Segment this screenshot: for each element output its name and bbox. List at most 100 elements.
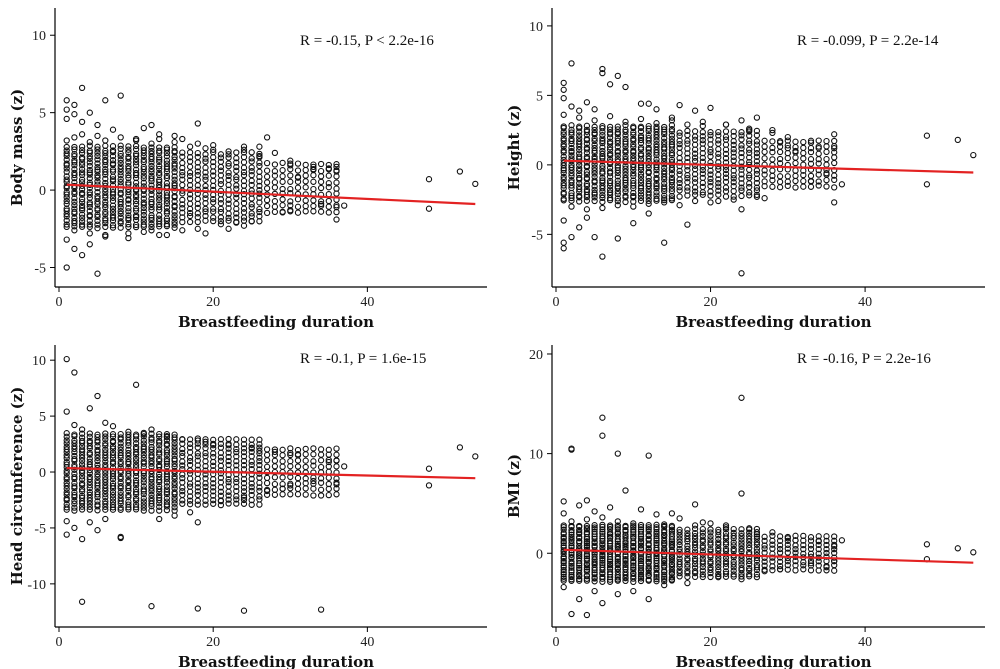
data-point bbox=[715, 163, 722, 170]
x-axis: 0 20 40 bbox=[552, 286, 985, 310]
data-point bbox=[560, 179, 567, 187]
data-point bbox=[117, 153, 124, 160]
data-point bbox=[156, 461, 163, 469]
data-point bbox=[630, 587, 637, 595]
data-point bbox=[71, 159, 78, 166]
data-point bbox=[94, 491, 101, 498]
data-point bbox=[63, 147, 70, 154]
data-point bbox=[210, 496, 217, 504]
data-point bbox=[240, 607, 248, 614]
data-point bbox=[210, 484, 217, 491]
data-point bbox=[109, 178, 117, 185]
y-axis-title: Height (z) bbox=[505, 105, 523, 191]
data-point bbox=[279, 178, 286, 185]
data-point bbox=[583, 144, 591, 151]
data-point bbox=[715, 180, 722, 187]
data-point bbox=[294, 463, 302, 470]
data-point bbox=[630, 220, 637, 227]
data-point bbox=[637, 577, 645, 585]
data-point bbox=[800, 171, 807, 179]
data-point bbox=[140, 199, 147, 206]
data-point bbox=[171, 434, 178, 441]
data-point bbox=[117, 156, 124, 163]
data-point bbox=[217, 158, 225, 165]
data-point bbox=[156, 147, 163, 154]
data-point bbox=[109, 445, 117, 452]
data-point bbox=[86, 159, 93, 166]
data-point bbox=[568, 540, 575, 547]
data-point bbox=[645, 122, 652, 130]
data-point bbox=[691, 541, 699, 549]
data-point bbox=[568, 551, 575, 558]
data-point bbox=[691, 179, 699, 186]
data-point bbox=[117, 434, 124, 441]
data-point bbox=[614, 558, 621, 565]
data-point bbox=[294, 457, 302, 464]
data-point bbox=[163, 456, 171, 463]
data-point bbox=[63, 518, 70, 525]
data-point bbox=[171, 452, 178, 459]
data-point bbox=[715, 183, 722, 190]
data-point bbox=[287, 491, 294, 498]
data-point bbox=[279, 485, 286, 492]
data-point bbox=[645, 452, 652, 459]
data-point bbox=[676, 538, 683, 545]
data-point bbox=[784, 535, 791, 542]
fit-line-group bbox=[66, 467, 476, 480]
data-point bbox=[599, 191, 606, 199]
data-point bbox=[691, 150, 699, 157]
data-point bbox=[599, 69, 606, 77]
data-point bbox=[179, 484, 186, 491]
data-point bbox=[715, 574, 722, 581]
data-point bbox=[738, 129, 745, 136]
data-point bbox=[132, 223, 140, 231]
data-point bbox=[568, 135, 575, 143]
data-point bbox=[140, 433, 147, 440]
data-point bbox=[202, 475, 209, 482]
regression-line bbox=[66, 183, 476, 206]
data-point bbox=[746, 180, 753, 187]
data-point bbox=[707, 179, 714, 186]
data-point bbox=[117, 198, 124, 206]
data-point bbox=[715, 563, 722, 571]
data-point bbox=[560, 498, 567, 505]
data-point bbox=[800, 138, 807, 146]
data-point bbox=[117, 142, 124, 149]
data-point bbox=[240, 488, 248, 495]
data-point bbox=[225, 435, 232, 443]
data-point bbox=[807, 139, 815, 146]
data-point bbox=[738, 206, 745, 213]
data-point bbox=[614, 180, 621, 187]
data-point bbox=[722, 150, 730, 158]
correlation-annotation: R = -0.1, P = 1.6e-15 bbox=[300, 351, 426, 367]
data-point bbox=[217, 497, 225, 505]
data-point bbox=[761, 143, 768, 150]
data-point bbox=[140, 165, 147, 173]
data-point bbox=[614, 197, 621, 205]
data-point bbox=[661, 575, 668, 583]
data-point bbox=[661, 126, 668, 133]
data-point bbox=[171, 202, 178, 209]
data-point bbox=[645, 569, 652, 576]
data-point bbox=[699, 529, 706, 536]
data-point bbox=[722, 121, 730, 128]
data-point bbox=[583, 568, 591, 575]
data-point bbox=[317, 446, 325, 453]
data-point bbox=[583, 174, 591, 182]
data-point bbox=[661, 562, 668, 569]
data-point bbox=[171, 208, 178, 215]
data-point bbox=[715, 526, 722, 533]
data-point bbox=[691, 522, 699, 529]
data-point bbox=[769, 126, 776, 134]
data-point bbox=[730, 573, 737, 580]
data-point bbox=[568, 203, 575, 210]
data-point bbox=[171, 160, 178, 167]
data-point bbox=[730, 542, 737, 549]
data-point bbox=[560, 245, 567, 252]
data-point bbox=[140, 507, 147, 514]
data-point bbox=[125, 479, 132, 486]
data-point bbox=[248, 461, 255, 469]
data-point bbox=[71, 217, 78, 225]
data-point bbox=[78, 169, 86, 176]
data-point bbox=[86, 188, 93, 196]
